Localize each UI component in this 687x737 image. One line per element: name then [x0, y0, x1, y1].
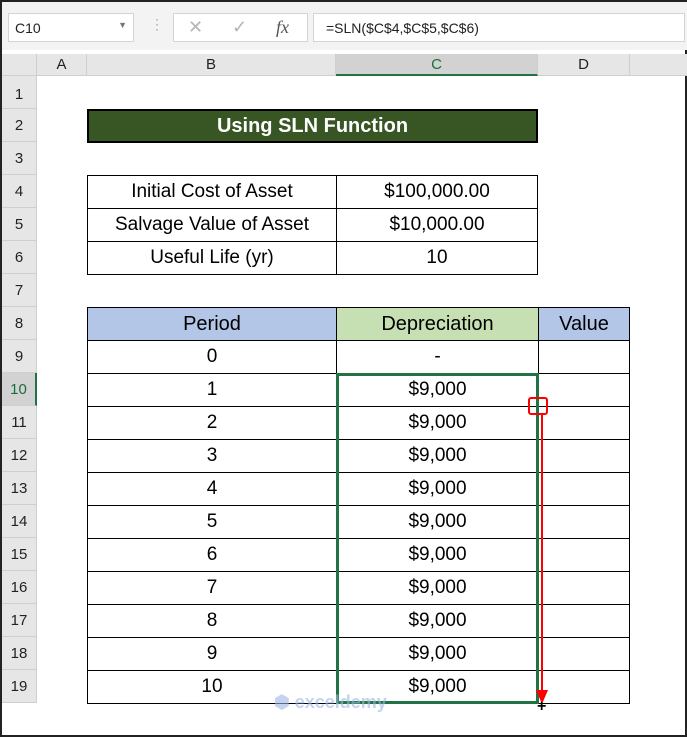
table-cell[interactable]: 5: [87, 505, 337, 539]
fill-handle-highlight[interactable]: [528, 397, 548, 415]
table-cell[interactable]: $9,000: [336, 505, 539, 539]
row-header-15[interactable]: 15: [2, 538, 37, 571]
column-header-e[interactable]: [630, 54, 687, 76]
name-box[interactable]: C10 ▼: [8, 13, 134, 42]
row-header-13[interactable]: 13: [2, 472, 37, 505]
table-cell[interactable]: $9,000: [336, 637, 539, 671]
table-cell[interactable]: $9,000: [336, 406, 539, 440]
input-label[interactable]: Initial Cost of Asset: [87, 175, 337, 209]
table-cell[interactable]: [538, 340, 630, 374]
table-cell[interactable]: 6: [87, 538, 337, 572]
column-header-a[interactable]: A: [37, 54, 87, 76]
arrow-down-icon: [536, 690, 548, 704]
row-header-6[interactable]: 6: [2, 241, 37, 274]
table-cell[interactable]: $9,000: [336, 472, 539, 506]
formula-buttons: ✕ ✓ fx: [173, 13, 308, 42]
table-header[interactable]: Period: [87, 307, 337, 341]
table-cell[interactable]: $9,000: [336, 670, 539, 704]
row-header-4[interactable]: 4: [2, 175, 37, 208]
input-label[interactable]: Salvage Value of Asset: [87, 208, 337, 242]
table-cell[interactable]: [538, 439, 630, 473]
input-value[interactable]: $10,000.00: [336, 208, 538, 242]
table-cell[interactable]: 0: [87, 340, 337, 374]
table-cell[interactable]: [538, 604, 630, 638]
table-header[interactable]: Depreciation: [336, 307, 539, 341]
table-cell[interactable]: $9,000: [336, 439, 539, 473]
row-header-7[interactable]: 7: [2, 274, 37, 307]
table-cell[interactable]: 7: [87, 571, 337, 605]
row-header-19[interactable]: 19: [2, 670, 37, 703]
formula-input[interactable]: =SLN($C$4,$C$5,$C$6): [313, 13, 685, 42]
table-cell[interactable]: -: [336, 340, 539, 374]
sheet-title: Using SLN Function: [87, 109, 538, 143]
row-header-14[interactable]: 14: [2, 505, 37, 538]
row-header-18[interactable]: 18: [2, 637, 37, 670]
input-value[interactable]: $100,000.00: [336, 175, 538, 209]
table-cell[interactable]: $9,000: [336, 571, 539, 605]
column-header-c[interactable]: C: [336, 54, 538, 76]
table-cell[interactable]: [538, 637, 630, 671]
name-box-value: C10: [15, 20, 41, 36]
table-cell[interactable]: [538, 670, 630, 704]
table-cell[interactable]: [538, 472, 630, 506]
table-cell[interactable]: [538, 505, 630, 539]
table-header[interactable]: Value: [538, 307, 630, 341]
chevron-down-icon[interactable]: ▼: [118, 20, 127, 30]
enter-check-icon[interactable]: ✓: [232, 17, 248, 37]
table-cell[interactable]: $9,000: [336, 373, 539, 407]
table-cell[interactable]: [538, 571, 630, 605]
input-label[interactable]: Useful Life (yr): [87, 241, 337, 275]
row-header-17[interactable]: 17: [2, 604, 37, 637]
row-header-11[interactable]: 11: [2, 406, 37, 439]
column-header-d[interactable]: D: [538, 54, 630, 76]
row-header-8[interactable]: 8: [2, 307, 37, 340]
row-header-9[interactable]: 9: [2, 340, 37, 373]
table-cell[interactable]: 8: [87, 604, 337, 638]
table-cell[interactable]: 9: [87, 637, 337, 671]
select-all-corner[interactable]: [2, 54, 37, 76]
table-cell[interactable]: [538, 538, 630, 572]
table-cell[interactable]: $9,000: [336, 538, 539, 572]
table-cell[interactable]: [538, 406, 630, 440]
cancel-icon[interactable]: ✕: [188, 17, 204, 37]
table-cell[interactable]: [538, 373, 630, 407]
drag-handle-icon[interactable]: ⋮: [150, 16, 164, 32]
input-value[interactable]: 10: [336, 241, 538, 275]
table-cell[interactable]: 1: [87, 373, 337, 407]
table-cell[interactable]: 4: [87, 472, 337, 506]
table-cell[interactable]: 3: [87, 439, 337, 473]
row-header-1[interactable]: 1: [2, 76, 37, 109]
watermark-logo: ⬢ exceldemy: [274, 692, 387, 712]
column-header-b[interactable]: B: [87, 54, 336, 76]
row-header-10[interactable]: 10: [2, 373, 37, 406]
table-cell[interactable]: 2: [87, 406, 337, 440]
row-header-12[interactable]: 12: [2, 439, 37, 472]
drag-arrow-line: [541, 415, 543, 693]
formula-bar-area: C10 ▼ ⋮ ✕ ✓ fx =SLN($C$4,$C$5,$C$6): [2, 2, 687, 50]
crosshair-cursor-icon: +: [537, 698, 547, 715]
row-header-5[interactable]: 5: [2, 208, 37, 241]
row-header-16[interactable]: 16: [2, 571, 37, 604]
table-cell[interactable]: $9,000: [336, 604, 539, 638]
insert-function-icon[interactable]: fx: [276, 17, 289, 37]
row-header-3[interactable]: 3: [2, 142, 37, 175]
row-header-2[interactable]: 2: [2, 109, 37, 142]
